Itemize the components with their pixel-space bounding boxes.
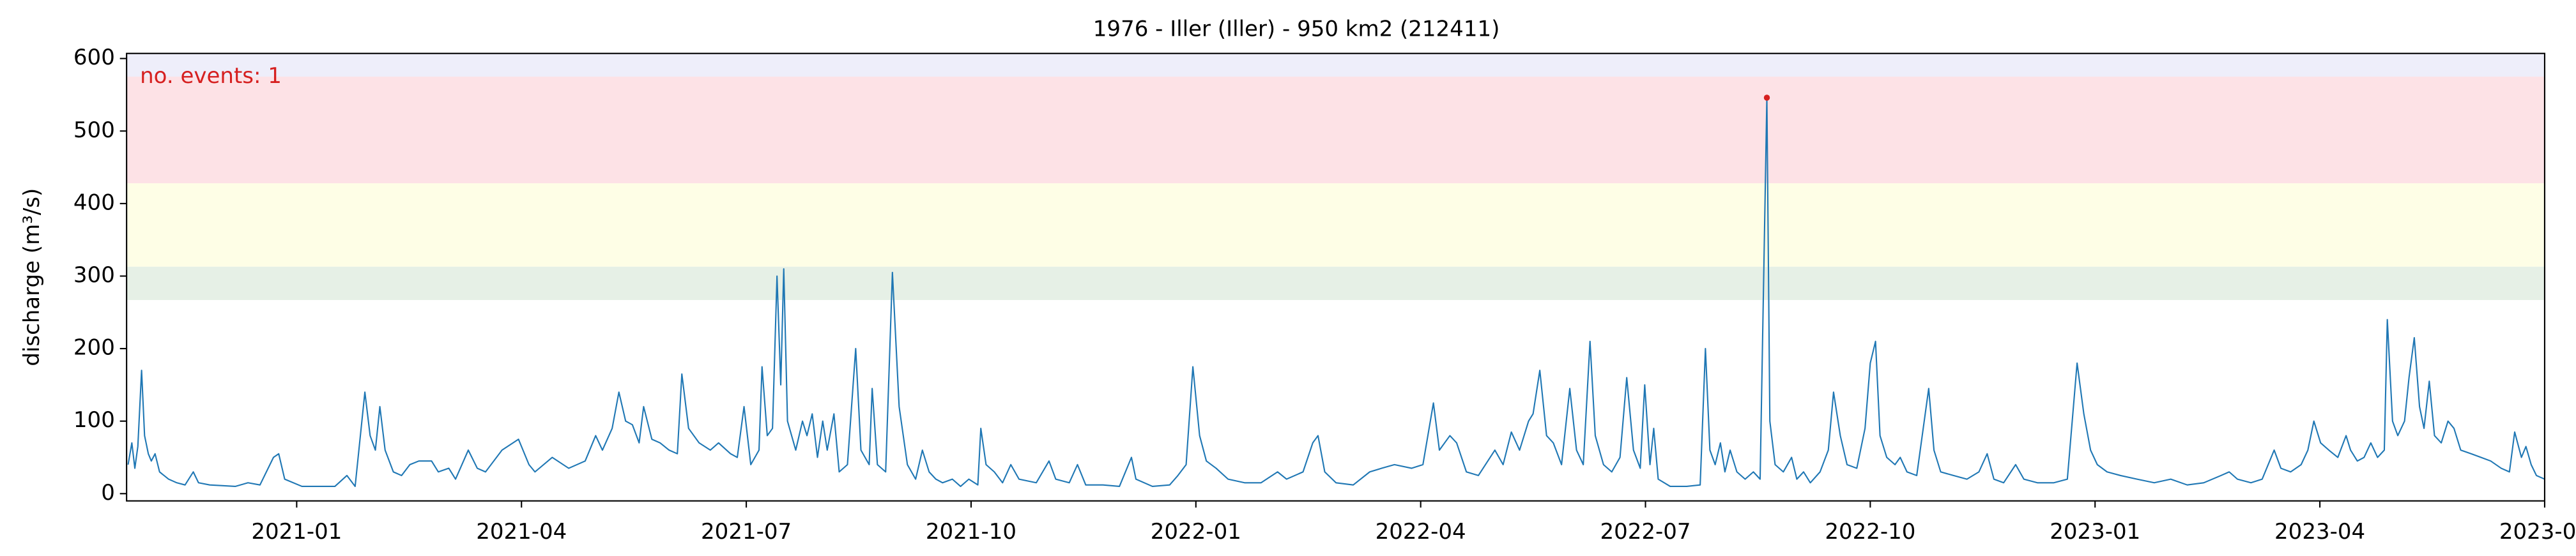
y-tick-label: 500 — [73, 117, 115, 143]
plot-frame — [126, 52, 2545, 502]
x-tick-label: 2021-10 — [926, 519, 1016, 545]
x-tick-label: 2022-01 — [1151, 519, 1241, 545]
event-count: no. events: 1 — [140, 63, 282, 89]
x-tick-label: 2022-04 — [1376, 519, 1466, 545]
y-tick-label: 400 — [73, 190, 115, 215]
x-tick-label: 2022-07 — [1600, 519, 1690, 545]
discharge-line — [127, 96, 2545, 488]
x-tick-label: 2021-01 — [251, 519, 342, 545]
y-tick-label: 600 — [73, 45, 115, 70]
x-tick-label: 2023-01 — [2050, 519, 2140, 545]
x-tick-label: 2023-07 — [2499, 519, 2576, 545]
y-tick-label: 0 — [101, 480, 115, 506]
y-tick-label: 200 — [73, 335, 115, 361]
y-tick-label: 100 — [73, 407, 115, 433]
event-marker — [1763, 94, 1770, 101]
y-tick-label: 300 — [73, 262, 115, 288]
chart-title: 1976 - Iller (Iller) - 950 km2 (212411) — [1093, 17, 1500, 42]
x-tick-label: 2021-07 — [701, 519, 792, 545]
x-tick-label: 2021-04 — [476, 519, 567, 545]
x-tick-label: 2023-04 — [2274, 519, 2365, 545]
threshold-band — [126, 183, 2545, 267]
y-axis-label: discharge (m³/s) — [19, 188, 45, 366]
threshold-band — [126, 266, 2545, 300]
threshold-band — [126, 53, 2545, 77]
x-tick-label: 2022-10 — [1825, 519, 1915, 545]
threshold-band — [126, 77, 2545, 184]
